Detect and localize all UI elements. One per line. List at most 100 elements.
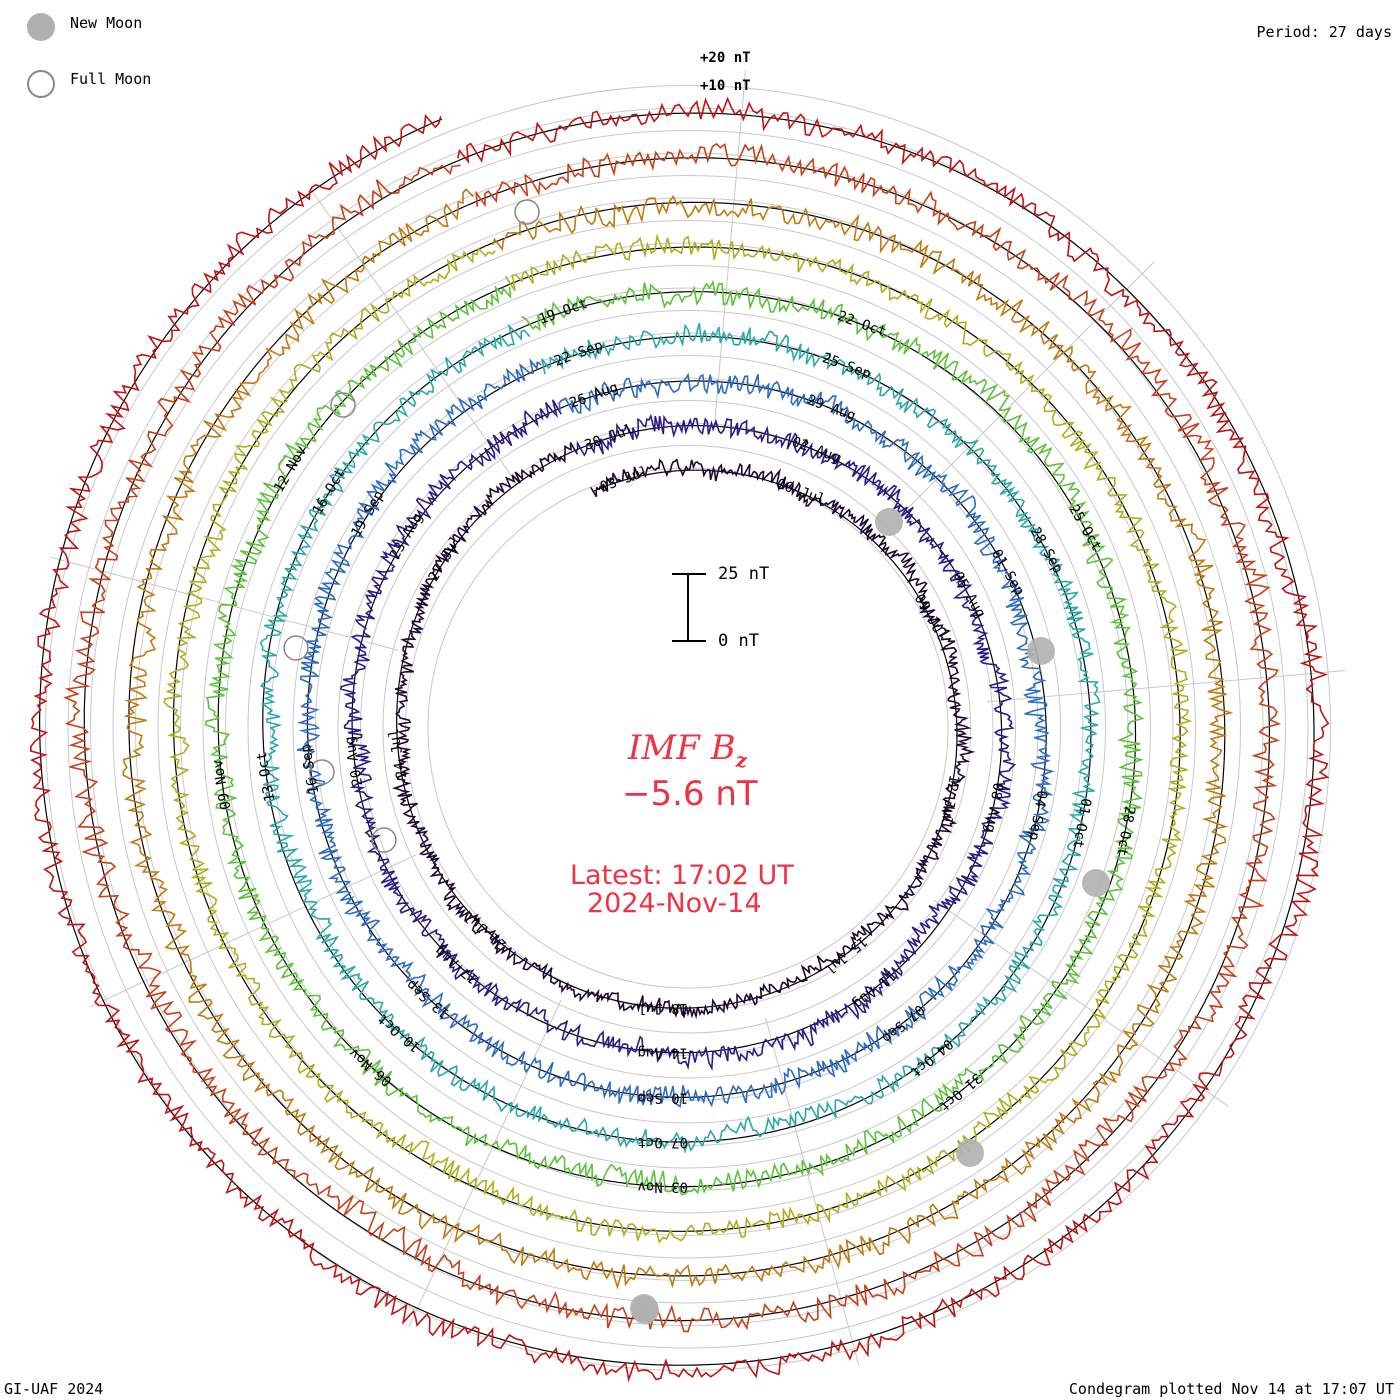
new-moon-label: New Moon [70,14,143,32]
current-value: −5.6 nT [622,774,758,814]
date-label: 07-Sep [878,1001,927,1046]
date-label: 26-Aug [567,379,620,411]
grid-ring [90,130,1286,1326]
date-label: 09-Jul [911,591,950,643]
full-moon-marker [371,827,397,853]
date-label: 07-Oct [637,1134,688,1150]
date-label: 28-Sep [1027,524,1066,576]
day-spokes [50,70,1346,1366]
new-moon-marker [956,1139,984,1167]
grid-ring [427,467,949,989]
latest-time: Latest: 17:02 UT [570,860,794,891]
date-label: 16-Sep [298,743,323,796]
series-line [392,442,976,1020]
grid-ring [135,175,1241,1281]
date-label: 21-Jul [461,908,510,953]
grid-ring [360,400,1016,1056]
footer-credit: GI-UAF 2024 [4,1380,104,1398]
date-label: 05-Aug [949,569,988,621]
new-moon-swatch [27,13,55,41]
date-label: 03-Nov [637,1179,688,1195]
series-line [29,96,1330,1383]
grid-ring [157,197,1219,1259]
baseline-spiral [217,284,1137,1188]
day-spoke [309,187,517,483]
baseline-spiral [128,201,1226,1277]
day-spoke [899,260,1156,517]
day-spoke [986,669,1346,703]
baseline-spiral [306,366,1047,1099]
parameter-subscript: z [735,747,747,772]
date-label: 04-Oct [907,1035,956,1080]
date-label: 22-Sep [552,337,605,369]
grid-ring [382,422,994,1034]
scale-bottom-label: 0 nT [718,631,759,651]
series-spiral [29,96,1330,1383]
grid-ring [67,107,1309,1349]
ring-labels: +20 nT +10 nT [700,50,751,94]
date-label: 01-Sep [988,547,1027,599]
date-label: 10-Oct [375,1010,424,1055]
grid-ring [45,85,1331,1371]
day-spoke [408,999,562,1327]
baseline-spiral [172,242,1181,1232]
date-label: 15-Jul [821,933,870,978]
date-label: 06-Jul [774,476,827,508]
full-moon-marker [309,759,335,785]
full-moon-label: Full Moon [70,70,152,88]
grid-ring [225,265,1151,1191]
full-moon-marker [330,392,356,418]
ring-scale-label: +10 nT [700,78,751,94]
date-label: 09-Nov [210,758,235,811]
scale-bar [672,573,706,642]
baseline-spiral [396,449,958,1009]
date-label: 25-Sep [820,350,873,382]
date-label: 25-Oct [1065,502,1104,554]
date-label: 08-Aug [981,781,1006,834]
date-label: 03-Jul [598,463,651,495]
baseline-spiral [262,325,1092,1143]
date-label: 19-Oct [537,296,590,328]
date-label: 06-Nov [346,1044,395,1089]
series-line [204,279,1145,1196]
date-label: 13-Sep [404,976,453,1021]
day-spoke [50,556,399,651]
parameter-main: IMF B [628,728,736,768]
date-label: 18-Jul [637,1000,688,1016]
date-label: 02-Aug [790,434,843,466]
series-line [339,399,1017,1071]
date-label: 04-Sep [1025,789,1050,842]
new-moon-marker [630,1294,658,1322]
date-label: 14-Aug [637,1045,688,1061]
series-line [63,142,1282,1333]
new-moon-marker [1082,869,1110,897]
series-line [296,358,1055,1108]
baseline-spiral [351,408,1003,1054]
date-label: 10-Sep [637,1089,688,1105]
scale-top-label: 25 nT [718,564,770,584]
period-label: Period: 27 days [1256,23,1392,41]
parameter-title: IMF Bz [628,728,747,772]
full-moon-marker [283,635,309,661]
grid-ring [202,242,1174,1214]
full-moon-marker [514,199,540,225]
date-label: 13-Oct [254,750,279,803]
date-label: 12-Jul [937,773,962,826]
moon-markers [283,199,1110,1324]
series-line [163,233,1193,1244]
date-label: 27-Jul [426,533,465,585]
new-moon-marker [875,508,903,536]
date-label: 30-Jul [583,421,636,453]
day-spoke [933,899,1229,1107]
date-label: 17-Aug [432,942,481,987]
latest-date: 2024-Nov-14 [587,888,762,919]
full-moon-swatch [27,70,55,98]
series-line [259,322,1101,1155]
ring-scale-label: +20 nT [700,50,751,66]
day-spoke [765,1017,860,1366]
date-label: 11-Aug [850,967,899,1012]
series-line [122,188,1234,1290]
date-label: 22-Oct [835,308,888,340]
footer-plot-time: Condegram plotted Nov 14 at 17:07 UT [1068,1380,1394,1398]
